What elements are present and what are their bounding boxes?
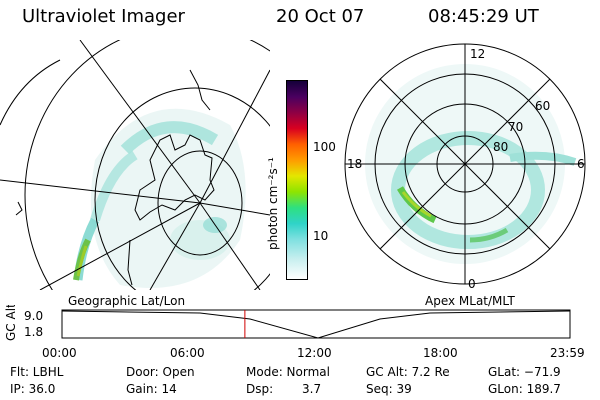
polar-mlt-plot: 12 18 6 0 60 70 80 [344, 43, 586, 291]
intensity-colorbar [286, 80, 308, 280]
altplot-xtick-2359: 23:59 [550, 346, 585, 360]
geographic-aurora-image [0, 40, 270, 290]
app-title: Ultraviolet Imager [22, 6, 185, 27]
dsp-label: Dsp: [246, 382, 274, 396]
glon-info: GLon: 189.7 [488, 382, 561, 396]
altitude-plot: GC Alt 9.0 1.8 [4, 305, 571, 341]
seq-info: Seq: 39 [366, 382, 412, 396]
ip-info: IP: 36.0 [10, 382, 56, 396]
altplot-frame [61, 309, 571, 339]
image-date: 20 Oct 07 [276, 6, 365, 27]
glat-info: GLat: −71.9 [488, 365, 561, 379]
image-time: 08:45:29 UT [428, 6, 539, 27]
altplot-ytick-1.8: 1.8 [24, 325, 43, 339]
altplot-xtick-0000: 00:00 [42, 346, 77, 360]
colorbar-tick-100: 100 [313, 140, 336, 154]
filter-info: Flt: LBHL [10, 365, 64, 379]
lat-label-80: 80 [493, 140, 508, 154]
right-panel-label: Apex MLat/MLT [425, 294, 515, 308]
left-panel-label: Geographic Lat/Lon [68, 294, 186, 308]
mlt-label-18: 18 [347, 157, 362, 171]
colorbar-unit-label: photon cm⁻²s⁻¹ [266, 157, 280, 250]
colorbar-unit-text: photon cm⁻²s⁻¹ [266, 157, 280, 250]
altplot-ylabel: GC Alt [4, 305, 18, 341]
mlt-label-0: 0 [468, 277, 476, 291]
colorbar-tick-10: 10 [313, 229, 329, 243]
door-info: Door: Open [126, 365, 195, 379]
altplot-xtick-1200: 12:00 [297, 346, 332, 360]
mode-info: Mode: Normal [246, 365, 330, 379]
mlt-label-6: 6 [577, 157, 585, 171]
altitude-curve [61, 310, 571, 339]
gain-info: Gain: 14 [126, 382, 177, 396]
altplot-xtick-1800: 18:00 [423, 346, 458, 360]
dsp-value: 3.7 [302, 382, 322, 396]
altplot-xtick-0600: 06:00 [170, 346, 205, 360]
gc-alt-info: GC Alt: 7.2 Re [366, 365, 450, 379]
lat-label-70: 70 [508, 120, 523, 134]
altplot-ytick-9: 9.0 [24, 309, 43, 323]
mlt-label-12: 12 [470, 47, 485, 61]
lat-label-60: 60 [535, 99, 550, 113]
